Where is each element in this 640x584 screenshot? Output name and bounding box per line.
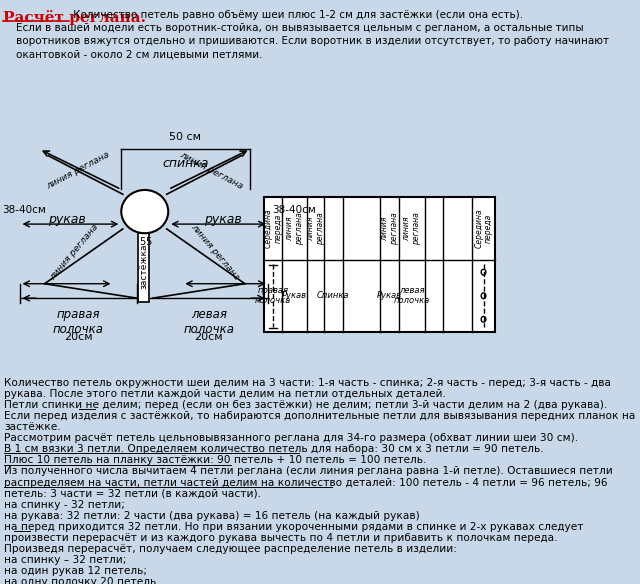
Text: Произведя перерасчёт, получаем следующее распределение петель в изделии:: Произведя перерасчёт, получаем следующее… — [4, 544, 457, 554]
Text: спинка: спинка — [163, 157, 209, 170]
Text: Рассмотрим расчёт петель цельновывязанного реглана для 34-го размера (обхват лин: Рассмотрим расчёт петель цельновывязанно… — [4, 433, 578, 443]
Bar — [138, 233, 148, 302]
Text: Если в вашей модели есть воротник-стойка, он вывязывается цельным с регланом, а : Если в вашей модели есть воротник-стойка… — [15, 23, 609, 60]
Text: Петли спинки не делим; перед (если он без застёжки) не делим; петли 3-й части де: Петли спинки не делим; перед (если он бе… — [4, 400, 607, 410]
Text: линия
реглана: линия реглана — [380, 212, 399, 245]
Text: Середина
переда: Середина переда — [264, 208, 282, 248]
Text: произвести перерасчёт и из каждого рукава вычесть по 4 петли и прибавить к полоч: произвести перерасчёт и из каждого рукав… — [4, 533, 557, 543]
Text: линия
реглана: линия реглана — [285, 212, 304, 245]
Text: линия реглана: линия реглана — [45, 150, 111, 191]
Text: правая
полочка: правая полочка — [255, 286, 291, 305]
Text: линия
реглана: линия реглана — [403, 212, 421, 245]
Text: на перед приходится 32 петли. Но при вязании укороченными рядами в спинке и 2-х : на перед приходится 32 петли. Но при вяз… — [4, 522, 584, 532]
Text: на спинку – 32 петли;: на спинку – 32 петли; — [4, 555, 126, 565]
Ellipse shape — [121, 190, 168, 233]
Text: 38-40см: 38-40см — [272, 204, 316, 215]
Text: Рукав: Рукав — [377, 291, 402, 300]
Text: петель: 3 части = 32 петли (в каждой части).: петель: 3 части = 32 петли (в каждой час… — [4, 489, 261, 499]
Text: Плюс 10 петель на планку застёжки: 90 петель + 10 петель = 100 петель.: Плюс 10 петель на планку застёжки: 90 пе… — [4, 456, 426, 465]
Text: на один рукав 12 петель;: на один рукав 12 петель; — [4, 566, 147, 576]
Text: 38-40см: 38-40см — [3, 204, 46, 215]
Text: Из полученного числа вычитаем 4 петли реглана (если линия реглана равна 1-й петл: Из полученного числа вычитаем 4 петли ре… — [4, 467, 612, 477]
Text: Рукав: Рукав — [282, 291, 307, 300]
Text: застёжке.: застёжке. — [4, 422, 61, 432]
Text: левая
полочка: левая полочка — [394, 286, 430, 305]
Text: Середина
переда: Середина переда — [474, 208, 493, 248]
Text: рукав: рукав — [47, 213, 85, 226]
Text: 5: 5 — [145, 237, 151, 246]
Text: на спинку - 32 петли;: на спинку - 32 петли; — [4, 500, 125, 510]
Text: 50 см: 50 см — [170, 133, 202, 142]
Text: Спинка: Спинка — [317, 291, 349, 300]
Text: правая
полочка: правая полочка — [52, 308, 104, 336]
Text: линия
реглана: линия реглана — [307, 212, 325, 245]
Text: линия реглана: линия реглана — [189, 222, 241, 282]
Text: 20см: 20см — [195, 332, 223, 342]
Text: Расчёт реглана.: Расчёт реглана. — [3, 9, 146, 25]
Text: Количество петель равно объёму шеи плюс 1-2 см для застёжки (если она есть).: Количество петель равно объёму шеи плюс … — [70, 9, 524, 20]
Text: В 1 см вязки 3 петли. Определяем количество петель для набора: 30 см x 3 петли =: В 1 см вязки 3 петли. Определяем количес… — [4, 444, 543, 454]
Text: Количество петель окружности шеи делим на 3 части: 1-я часть - спинка; 2-я часть: Количество петель окружности шеи делим н… — [4, 378, 611, 388]
Text: линия реглана: линия реглана — [178, 150, 244, 191]
Text: Если перед изделия с застёжкой, то набираются дополнительные петли для вывязыван: Если перед изделия с застёжкой, то набир… — [4, 411, 636, 421]
Text: распределяем на части, петли частей делим на количество деталей: 100 петель - 4 : распределяем на части, петли частей дели… — [4, 478, 607, 488]
Text: на одну полочку 20 петель.: на одну полочку 20 петель. — [4, 577, 159, 584]
Bar — [264, 197, 495, 332]
Text: линия реглана: линия реглана — [48, 222, 100, 282]
Text: левая
полочка: левая полочка — [184, 308, 234, 336]
Text: рукава. После этого петли каждой части делим на петли отдельных деталей.: рукава. После этого петли каждой части д… — [4, 389, 446, 399]
Text: на рукава: 32 петли: 2 части (два рукава) = 16 петель (на каждый рукав): на рукава: 32 петли: 2 части (два рукава… — [4, 510, 420, 521]
Text: 5: 5 — [140, 237, 145, 246]
Text: рукав: рукав — [204, 213, 242, 226]
Text: 20см: 20см — [64, 332, 93, 342]
Text: застёжка: застёжка — [139, 243, 148, 288]
